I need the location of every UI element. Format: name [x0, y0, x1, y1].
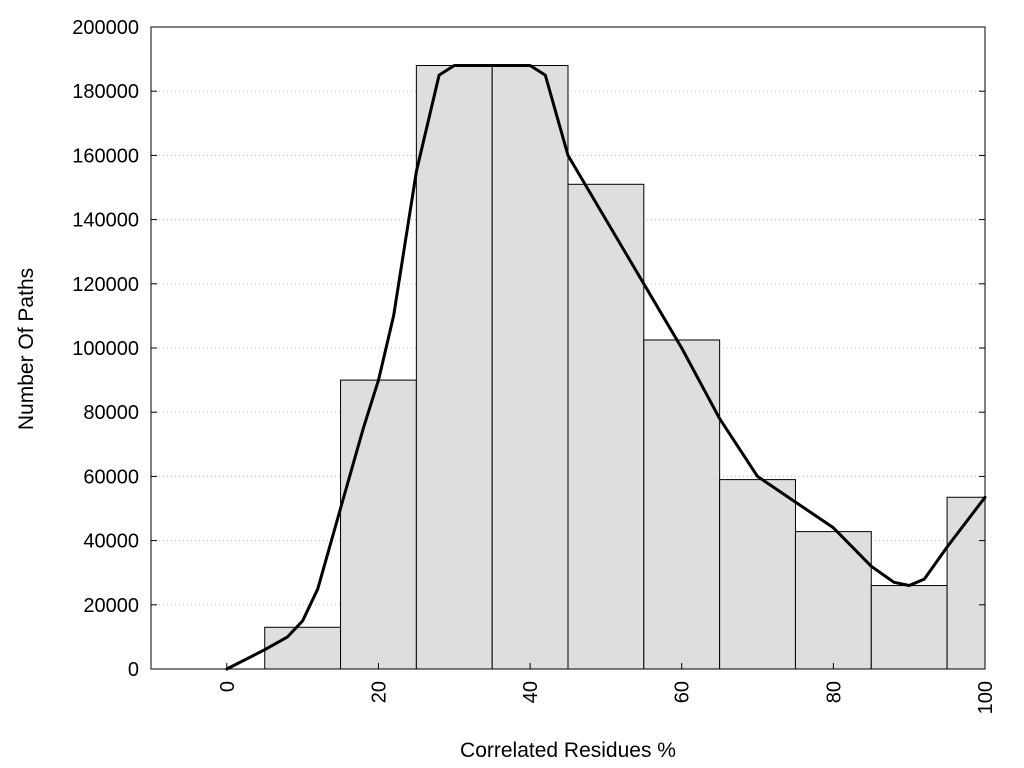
x-tick-label: 40 [520, 681, 542, 703]
x-tick-label: 100 [975, 681, 997, 714]
histogram-bar [491, 65, 569, 670]
x-tick-label: 20 [368, 681, 390, 703]
x-tick-label: 0 [217, 681, 239, 692]
x-axis-ticks: 0 20 40 60 80 100 [217, 663, 997, 714]
histogram-bar [794, 531, 872, 670]
histogram-bar [719, 479, 796, 670]
histogram-bars [264, 65, 986, 670]
x-tick-label: 80 [823, 681, 845, 703]
x-axis-title: Correlated Residues % [460, 739, 676, 762]
y-tick-label: 200000 [72, 17, 139, 39]
y-tick-label: 180000 [72, 81, 139, 103]
y-tick-label: 60000 [83, 466, 139, 488]
histogram-bar [567, 183, 645, 670]
smoothed-curve-line [225, 64, 987, 671]
y-tick-label: 20000 [83, 595, 139, 617]
histogram-bar [870, 585, 948, 670]
x-tick-label: 60 [672, 681, 694, 703]
histogram-bar [643, 339, 721, 670]
histogram-bar [264, 626, 342, 670]
y-tick-label: 120000 [72, 274, 139, 296]
y-tick-label: 40000 [83, 531, 139, 553]
histogram-bar [415, 65, 493, 670]
smoothed-curve [225, 64, 987, 671]
histogram-bar [946, 496, 986, 670]
histogram-bar [340, 379, 417, 670]
y-axis-ticks: 0 20000 40000 60000 80000 100000 120000 140000 1… [72, 17, 985, 681]
y-tick-label: 0 [128, 659, 139, 681]
y-tick-label: 80000 [83, 402, 139, 424]
y-tick-label: 160000 [72, 145, 139, 167]
y-tick-label: 100000 [72, 338, 139, 360]
y-tick-label: 140000 [72, 210, 139, 232]
y-axis-title: Number Of Paths [15, 268, 38, 430]
